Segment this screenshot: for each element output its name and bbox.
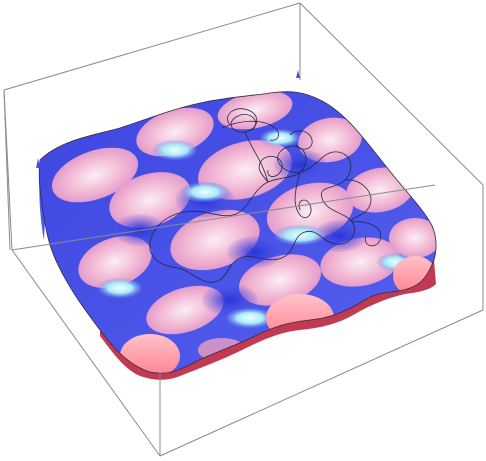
wavy-surface <box>36 70 441 380</box>
